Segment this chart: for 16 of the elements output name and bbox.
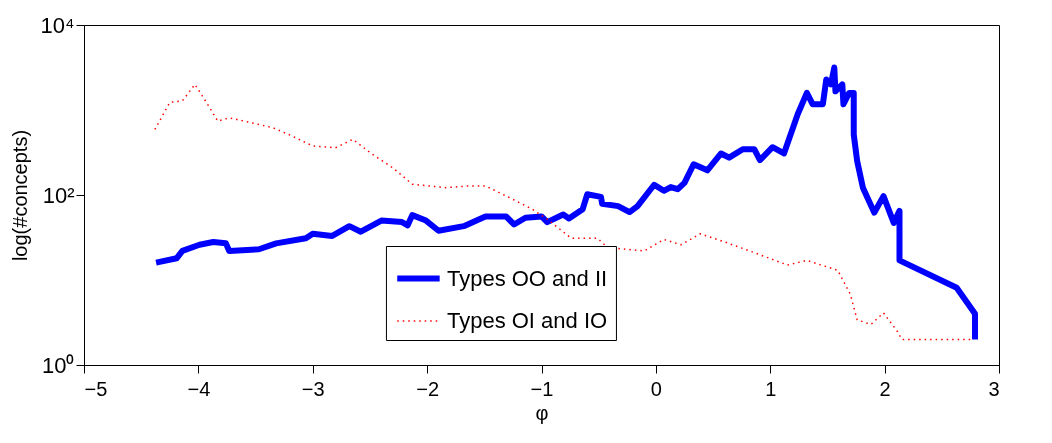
x-tick-label: −3 — [301, 377, 325, 400]
x-tick-label: 3 — [988, 377, 1000, 400]
y-tick-label: 10⁰ — [42, 352, 75, 378]
x-tick-label: −4 — [187, 377, 211, 400]
x-tick-label: 1 — [765, 377, 777, 400]
x-tick-label: 2 — [879, 377, 891, 400]
x-tick-label: −2 — [416, 377, 440, 400]
x-tick-label: −5 — [84, 377, 108, 400]
x-tick-label: 0 — [650, 377, 662, 400]
y-tick-label: 10⁴ — [40, 12, 75, 38]
legend-label: Types OO and II — [446, 265, 608, 291]
y-tick-label: 10² — [42, 182, 75, 208]
legend-label: Types OI and IO — [446, 308, 608, 333]
x-tick-label: −1 — [530, 377, 554, 400]
x-axis-title: φ — [535, 401, 549, 424]
y-axis-title: log(#concepts) — [8, 129, 31, 262]
